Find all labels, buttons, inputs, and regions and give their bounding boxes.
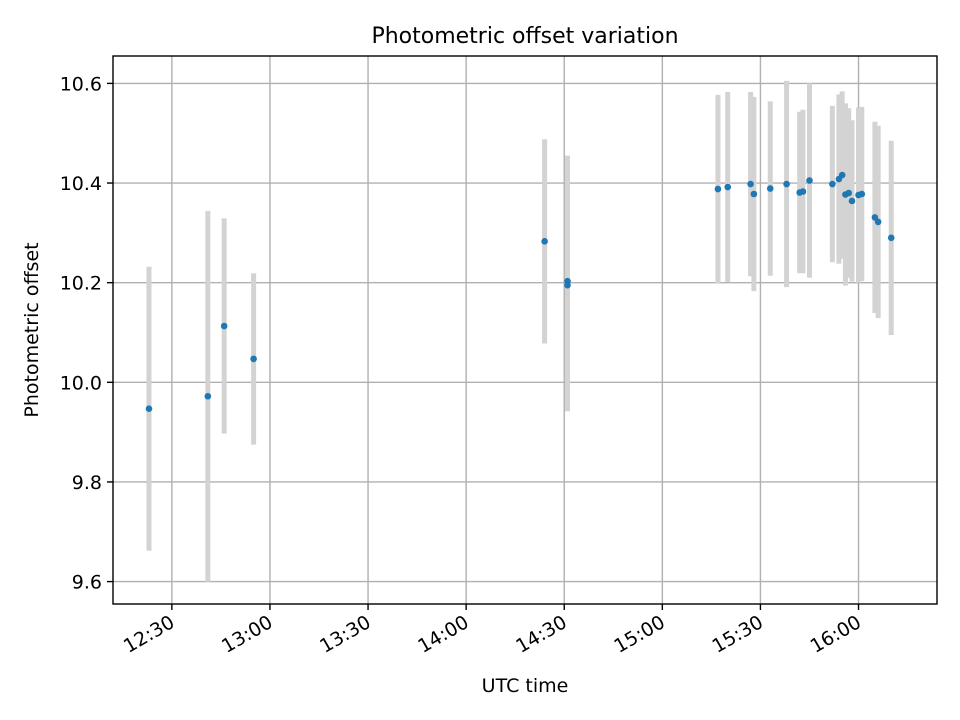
x-tick-label: 14:30 [512, 611, 570, 657]
y-tick-label: 10.4 [60, 173, 102, 195]
data-point [887, 234, 895, 242]
data-point [845, 189, 853, 197]
y-tick-label: 10.2 [60, 273, 102, 295]
data-point [783, 180, 790, 188]
data-point [204, 392, 212, 400]
y-axis-ticks: 9.6 9.8 10.0 10.2 10.4 10.6 [60, 73, 113, 594]
x-tick-label: 16:00 [807, 611, 865, 657]
data-point [806, 177, 813, 184]
x-axis-label: UTC time [482, 675, 569, 697]
x-tick-label: 15:30 [709, 611, 767, 657]
data-points [145, 171, 895, 413]
data-point [564, 281, 571, 289]
data-point [874, 218, 882, 226]
y-tick-label: 9.6 [72, 572, 102, 594]
x-tick-label: 15:00 [610, 611, 668, 657]
data-point [541, 238, 548, 245]
data-point [750, 190, 758, 198]
data-point [747, 180, 754, 188]
data-point [250, 355, 257, 363]
error-bars [146, 80, 894, 582]
plot-frame [112, 55, 938, 605]
data-point [145, 405, 153, 413]
grid [113, 56, 937, 604]
data-point [848, 197, 856, 205]
data-point [766, 185, 774, 192]
data-point [838, 171, 846, 179]
y-tick-label: 9.8 [72, 472, 102, 494]
data-point [858, 190, 866, 198]
data-point [799, 188, 807, 195]
y-tick-label: 10.6 [60, 73, 102, 95]
x-tick-label: 13:30 [316, 611, 374, 657]
chart-title: Photometric offset variation [371, 24, 678, 49]
x-tick-label: 13:00 [218, 611, 276, 657]
x-tick-label: 12:30 [120, 611, 178, 657]
data-point [220, 322, 228, 330]
y-axis-label: Photometric offset [21, 242, 43, 417]
data-point [829, 180, 836, 188]
data-point [714, 185, 722, 193]
y-tick-label: 10.0 [60, 372, 102, 394]
x-tick-label: 14:00 [414, 611, 472, 657]
x-axis-ticks: 12:30 13:00 13:30 14:00 14:30 15:00 15:30 16:00 [120, 604, 865, 658]
data-point [724, 183, 732, 191]
